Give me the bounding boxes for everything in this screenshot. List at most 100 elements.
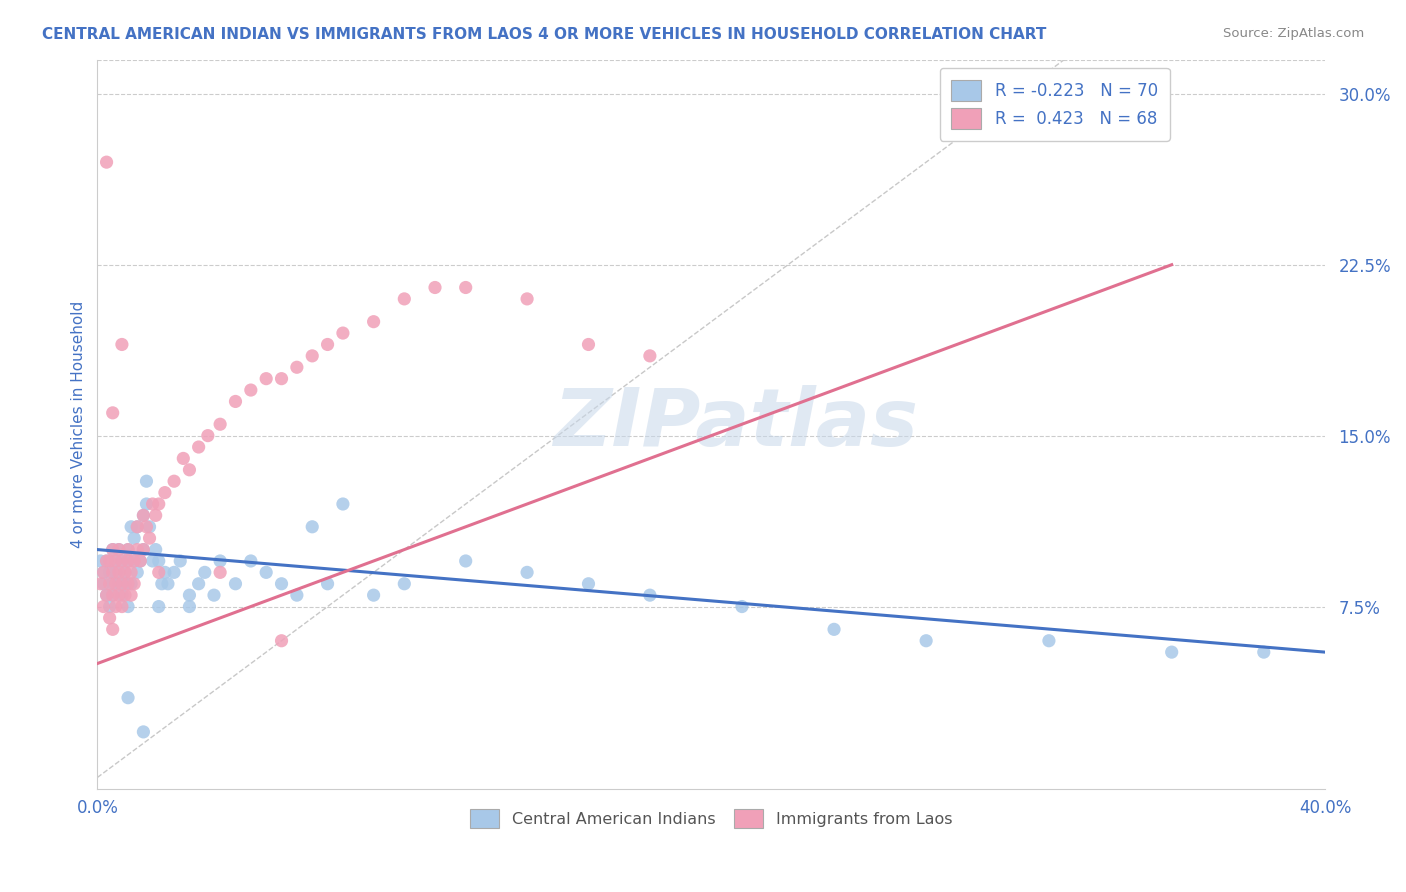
Point [108, 588, 131, 602]
Point [285, 588, 308, 602]
Point [132, 508, 155, 523]
Point [117, 554, 139, 568]
Point [114, 588, 136, 602]
Point [114, 566, 136, 580]
Point [197, 428, 219, 442]
Point [187, 576, 209, 591]
Point [148, 497, 170, 511]
Point [172, 451, 194, 466]
Point [120, 520, 142, 534]
Point [129, 554, 152, 568]
Point [138, 531, 160, 545]
Point [127, 566, 149, 580]
Point [98, 554, 121, 568]
Point [163, 474, 186, 488]
Point [101, 542, 124, 557]
Point [153, 566, 176, 580]
Point [122, 554, 145, 568]
Point [270, 633, 292, 648]
Point [93, 566, 115, 580]
Point [101, 576, 124, 591]
Point [120, 576, 142, 591]
Point [394, 292, 416, 306]
Point [394, 576, 416, 591]
Point [516, 292, 538, 306]
Point [117, 542, 139, 557]
Point [145, 508, 167, 523]
Point [120, 588, 142, 602]
Point [454, 554, 477, 568]
Point [578, 337, 600, 351]
Point [108, 566, 131, 580]
Point [111, 576, 134, 591]
Point [114, 566, 136, 580]
Point [111, 554, 134, 568]
Point [127, 542, 149, 557]
Text: Source: ZipAtlas.com: Source: ZipAtlas.com [1223, 27, 1364, 40]
Point [101, 406, 124, 420]
Point [108, 576, 131, 591]
Point [150, 576, 173, 591]
Point [316, 337, 339, 351]
Point [89, 576, 111, 591]
Point [127, 520, 149, 534]
Point [129, 554, 152, 568]
Point [101, 542, 124, 557]
Point [122, 576, 145, 591]
Point [96, 554, 118, 568]
Point [101, 588, 124, 602]
Point [111, 588, 134, 602]
Point [209, 554, 232, 568]
Point [148, 599, 170, 614]
Point [117, 599, 139, 614]
Point [108, 542, 131, 557]
Point [93, 576, 115, 591]
Point [117, 690, 139, 705]
Point [132, 542, 155, 557]
Point [111, 599, 134, 614]
Point [98, 599, 121, 614]
Point [122, 554, 145, 568]
Y-axis label: 4 or more Vehicles in Household: 4 or more Vehicles in Household [72, 301, 86, 548]
Point [111, 337, 134, 351]
Point [638, 588, 661, 602]
Point [104, 576, 127, 591]
Point [122, 531, 145, 545]
Point [132, 725, 155, 739]
Point [96, 554, 118, 568]
Point [101, 588, 124, 602]
Point [179, 463, 201, 477]
Point [179, 588, 201, 602]
Point [316, 576, 339, 591]
Point [101, 566, 124, 580]
Point [179, 599, 201, 614]
Point [142, 554, 165, 568]
Point [138, 520, 160, 534]
Point [224, 576, 246, 591]
Point [239, 554, 262, 568]
Point [98, 611, 121, 625]
Point [117, 554, 139, 568]
Point [270, 372, 292, 386]
Text: CENTRAL AMERICAN INDIAN VS IMMIGRANTS FROM LAOS 4 OR MORE VEHICLES IN HOUSEHOLD : CENTRAL AMERICAN INDIAN VS IMMIGRANTS FR… [42, 27, 1046, 42]
Point [169, 554, 191, 568]
Point [104, 599, 127, 614]
Point [93, 566, 115, 580]
Point [145, 542, 167, 557]
Point [239, 383, 262, 397]
Point [578, 576, 600, 591]
Point [93, 599, 115, 614]
Point [915, 633, 938, 648]
Point [127, 520, 149, 534]
Point [363, 588, 385, 602]
Point [285, 360, 308, 375]
Point [332, 497, 354, 511]
Point [363, 315, 385, 329]
Point [89, 554, 111, 568]
Point [96, 155, 118, 169]
Point [1160, 645, 1182, 659]
Point [117, 542, 139, 557]
Point [823, 623, 845, 637]
Point [332, 326, 354, 340]
Point [132, 508, 155, 523]
